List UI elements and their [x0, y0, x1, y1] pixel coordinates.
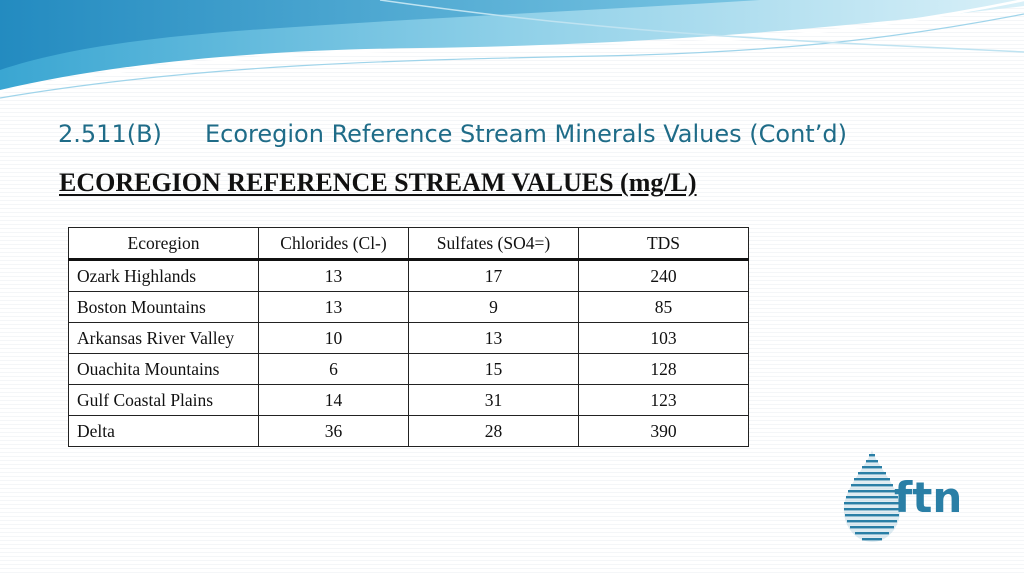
cell-tds: 390 [578, 415, 749, 447]
header-ecoregion: Ecoregion [68, 227, 259, 261]
ftn-logo: ftn [843, 450, 962, 542]
cell-chlorides: 6 [258, 353, 409, 385]
cell-tds: 123 [578, 384, 749, 416]
table-header-row: Ecoregion Chlorides (Cl-) Sulfates (SO4=… [68, 227, 749, 261]
cell-sulfates: 31 [408, 384, 579, 416]
stream-values-table: Ecoregion Chlorides (Cl-) Sulfates (SO4=… [68, 227, 749, 447]
cell-tds: 85 [578, 291, 749, 323]
cell-ecoregion: Ouachita Mountains [68, 353, 259, 385]
cell-ecoregion: Arkansas River Valley [68, 322, 259, 354]
cell-sulfates: 28 [408, 415, 579, 447]
table-row: Boston Mountains 13 9 85 [68, 291, 749, 323]
cell-chlorides: 14 [258, 384, 409, 416]
cell-ecoregion: Boston Mountains [68, 291, 259, 323]
section-title: Ecoregion Reference Stream Minerals Valu… [205, 120, 847, 148]
header-chlorides: Chlorides (Cl-) [258, 227, 409, 261]
cell-ecoregion: Gulf Coastal Plains [68, 384, 259, 416]
cell-sulfates: 9 [408, 291, 579, 323]
cell-ecoregion: Delta [68, 415, 259, 447]
table-row: Ozark Highlands 13 17 240 [68, 259, 749, 292]
header-wave-decoration [0, 0, 1024, 99]
cell-chlorides: 13 [258, 291, 409, 323]
cell-tds: 128 [578, 353, 749, 385]
slide-heading: 2.511(B) Ecoregion Reference Stream Miner… [58, 120, 847, 148]
cell-chlorides: 36 [258, 415, 409, 447]
table-row: Arkansas River Valley 10 13 103 [68, 322, 749, 354]
cell-sulfates: 15 [408, 353, 579, 385]
table-row: Delta 36 28 390 [68, 415, 749, 447]
table-row: Gulf Coastal Plains 14 31 123 [68, 384, 749, 416]
cell-chlorides: 13 [258, 259, 409, 292]
cell-tds: 240 [578, 259, 749, 292]
water-drop-icon [843, 450, 901, 542]
header-sulfates: Sulfates (SO4=) [408, 227, 579, 261]
table-row: Ouachita Mountains 6 15 128 [68, 353, 749, 385]
cell-chlorides: 10 [258, 322, 409, 354]
logo-wordmark: ftn [894, 473, 962, 522]
cell-sulfates: 17 [408, 259, 579, 292]
section-code: 2.511(B) [58, 120, 162, 148]
cell-tds: 103 [578, 322, 749, 354]
cell-sulfates: 13 [408, 322, 579, 354]
table-caption: ECOREGION REFERENCE STREAM VALUES (mg/L) [59, 168, 697, 197]
cell-ecoregion: Ozark Highlands [68, 259, 259, 292]
header-tds: TDS [578, 227, 749, 261]
